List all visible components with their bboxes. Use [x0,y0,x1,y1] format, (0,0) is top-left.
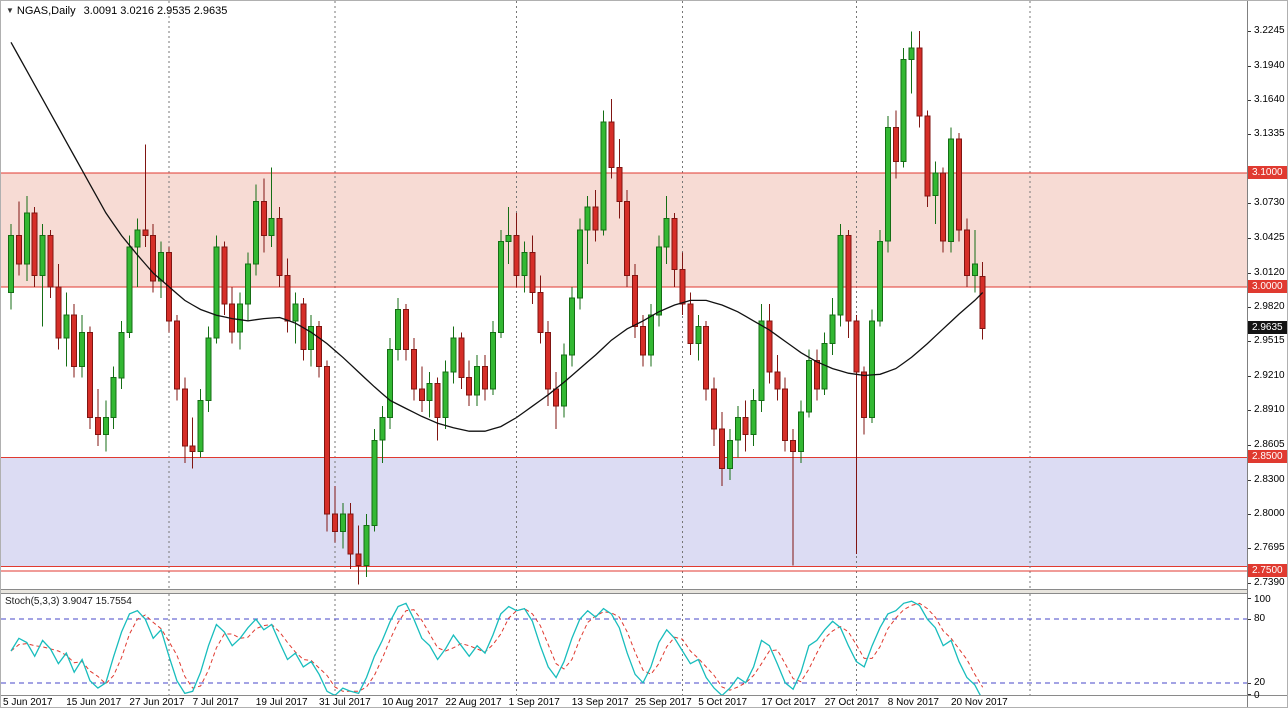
level-price-label: 3.0000 [1247,279,1287,293]
date-label: 15 Jun 2017 [66,697,122,708]
time-axis[interactable]: 5 Jun 2017 15 Jun 2017 27 Jun 2017 7 Jul 20… [1,695,1287,708]
price-tick-label: 3.1940 [1254,59,1285,71]
date-label: 8 Nov 2017 [887,697,939,708]
support-zone [1,457,1247,567]
price-tick-mark [1247,237,1251,239]
main-chart-panel[interactable]: ▼ NGAS,Daily 3.0091 3.0216 2.9535 2.9635 [1,1,1247,589]
date-label: 5 Jun 2017 [3,697,53,708]
date-label: 10 Aug 2017 [382,697,439,708]
price-tick-mark [1247,479,1251,481]
date-label: 5 Oct 2017 [698,697,748,708]
price-tick-label: 3.1640 [1254,93,1285,105]
stoch-tick-label: 100 [1254,594,1271,605]
date-label: 19 Jul 2017 [255,697,308,708]
ma-line [10,41,984,432]
date-label: 31 Jul 2017 [319,697,371,708]
price-tick-mark [1247,341,1251,343]
price-tick-mark [1247,376,1251,378]
price-tick-mark [1247,31,1251,32]
stochastic-canvas[interactable] [1,594,1247,701]
price-tick-label: 2.8300 [1254,473,1285,485]
date-label: 27 Jun 2017 [129,697,185,708]
price-axis[interactable]: 3.2245 3.1940 3.1640 3.1335 3.0730 3.0425 3.01… [1247,1,1287,701]
stoch-tick-mark [1247,598,1251,599]
price-tick-label: 2.8000 [1254,507,1285,519]
price-tick-mark [1247,410,1251,412]
ohlc-values: 3.0091 3.0216 2.9535 2.9635 [83,5,228,17]
date-label: 7 Jul 2017 [192,697,239,708]
stoch-tick-mark [1247,619,1251,621]
date-label: 17 Oct 2017 [761,697,816,708]
price-tick-label: 3.0730 [1254,197,1285,209]
symbol-period-label: NGAS,Daily [16,5,76,17]
level-price-label: 3.1000 [1247,166,1287,179]
price-tick-label: 2.9210 [1254,370,1285,382]
date-label: 1 Sep 2017 [508,697,560,708]
stoch-signal-line [10,602,984,692]
price-tick-label: 2.8910 [1254,404,1285,416]
stoch-tick-label: 20 [1254,676,1266,688]
price-tick-mark [1247,65,1251,67]
price-tick-mark [1247,99,1251,101]
price-tick-label: 3.0425 [1254,231,1285,243]
price-tick-mark [1247,444,1251,446]
stochastic-panel[interactable]: Stoch(5,3,3) 3.9047 15.7554 [1,594,1247,701]
date-label: 22 Aug 2017 [445,697,502,708]
axis-separator [1247,1,1248,707]
level-price-label: 2.8500 [1247,450,1287,464]
current-price-label: 2.9635 [1247,321,1287,335]
price-tick-mark [1247,548,1251,550]
price-tick-label: 2.7390 [1254,577,1285,589]
stoch-tick-label: 80 [1254,613,1266,625]
stochastic-values: 3.9047 15.7554 [62,596,132,607]
stoch-tick-mark [1247,694,1251,695]
price-tick-label: 2.9515 [1254,335,1285,347]
stoch-tick-label: 0 [1254,690,1260,701]
price-axis-main[interactable]: 3.2245 3.1940 3.1640 3.1335 3.0730 3.0425 3.01… [1247,1,1287,589]
main-chart-canvas[interactable] [1,1,1247,589]
stochastic-label: Stoch(5,3,3) 3.9047 15.7554 [5,596,132,607]
date-label: 13 Sep 2017 [571,697,629,708]
candles [8,30,986,585]
collapse-icon[interactable]: ▼ [6,6,14,15]
date-label: 25 Sep 2017 [635,697,692,708]
price-tick-label: 3.1335 [1254,128,1285,140]
price-tick-mark [1247,134,1251,136]
price-axis-stochastic[interactable]: 100 80 20 0 [1247,594,1287,701]
price-tick-mark [1247,513,1251,515]
resistance-zone [1,173,1247,287]
price-tick-label: 2.7695 [1254,542,1285,554]
stoch-tick-mark [1247,682,1251,684]
price-tick-mark [1247,203,1251,205]
level-price-label: 2.7500 [1247,564,1287,578]
date-label: 27 Oct 2017 [824,697,880,708]
panel-splitter[interactable] [1,589,1287,594]
date-label: 20 Nov 2017 [951,697,1008,708]
price-tick-label: 3.2245 [1254,25,1285,36]
price-tick-label: 2.9820 [1254,300,1285,312]
price-tick-mark [1247,272,1251,274]
price-tick-label: 3.0120 [1254,266,1285,278]
price-tick-mark [1247,306,1251,308]
stoch-main-line [10,600,984,701]
stochastic-name: Stoch(5,3,3) [5,596,60,607]
price-tick-label: 2.8605 [1254,438,1285,450]
price-tick-mark [1247,583,1251,585]
chart-title: ▼ NGAS,Daily 3.0091 3.0216 2.9535 2.9635 [6,5,227,17]
